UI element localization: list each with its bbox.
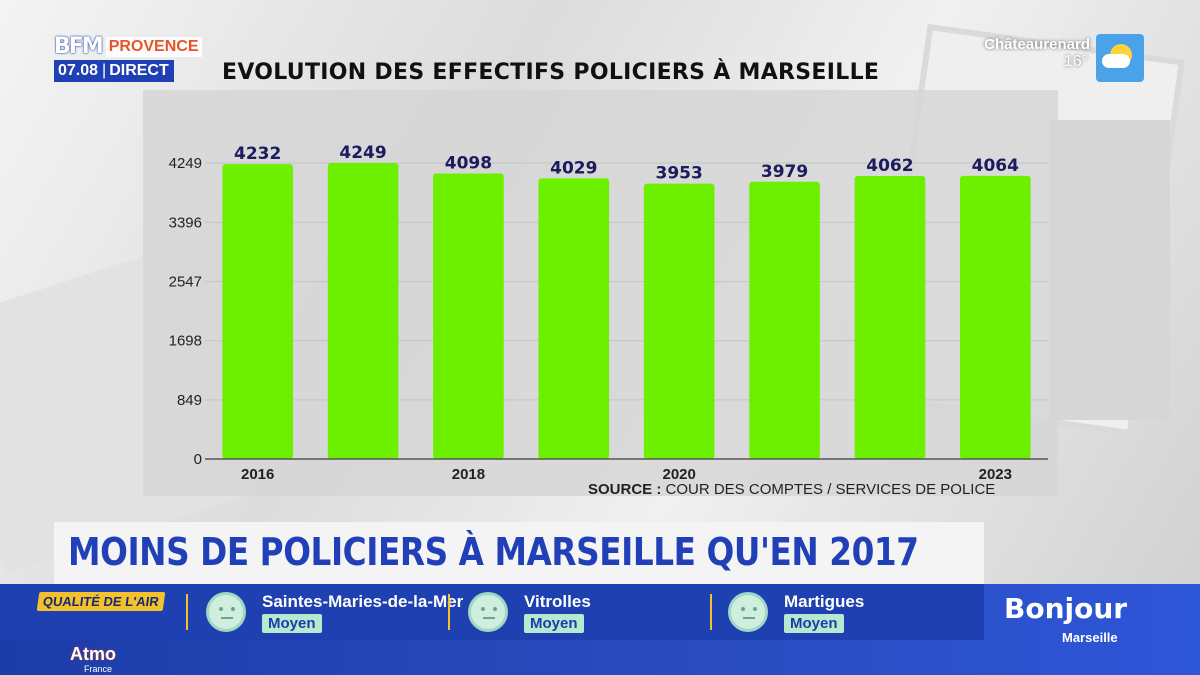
- channel-logo: BFM PROVENCE 07.08 | DIRECT: [54, 36, 202, 82]
- y-tick-label: 4249: [169, 155, 202, 172]
- air-level: Moyen: [262, 614, 322, 633]
- show-subtitle: Marseille: [1062, 630, 1118, 645]
- bar: [539, 178, 610, 459]
- region-name: PROVENCE: [106, 37, 202, 57]
- air-level: Moyen: [524, 614, 584, 633]
- live-label: DIRECT: [106, 60, 174, 82]
- chart-title: EVOLUTION DES EFFECTIFS POLICIERS À MARS…: [222, 60, 879, 85]
- air-quality-badge: QUALITÉ DE L'AIR: [37, 592, 165, 611]
- data-label: 3953: [656, 164, 703, 184]
- y-tick-label: 1698: [169, 333, 202, 350]
- chart-source: SOURCE : COUR DES COMPTES / SERVICES DE …: [588, 481, 995, 498]
- data-label: 3979: [761, 162, 808, 182]
- y-tick-label: 3396: [169, 214, 202, 231]
- headline-text: MOINS DE POLICIERS À MARSEILLE QU'EN 201…: [68, 530, 919, 574]
- bar: [644, 184, 715, 459]
- data-label: 4098: [445, 154, 492, 174]
- weather-temperature: 16°: [960, 53, 1088, 71]
- x-tick-label: 2018: [452, 466, 485, 483]
- bar: [433, 174, 504, 459]
- data-label: 4029: [550, 158, 597, 178]
- data-label: 4249: [339, 143, 386, 163]
- ticker-divider: [448, 594, 450, 630]
- neutral-face-icon: [728, 592, 768, 632]
- air-level: Moyen: [784, 614, 844, 633]
- atmo-logo: Atmo: [70, 644, 116, 665]
- air-city: Martigues: [784, 592, 864, 612]
- weather-city: Châteaurenard: [960, 36, 1090, 53]
- source-text: COUR DES COMPTES / SERVICES DE POLICE: [666, 481, 996, 498]
- air-city: Saintes-Maries-de-la-Mer: [262, 592, 463, 612]
- ticker-divider: [186, 594, 188, 630]
- neutral-face-icon: [206, 592, 246, 632]
- x-tick-label: 2016: [241, 466, 274, 483]
- bar: [328, 163, 399, 459]
- bar: [960, 176, 1031, 459]
- ticker-divider: [710, 594, 712, 630]
- data-label: 4232: [234, 144, 281, 164]
- clock: 07.08: [54, 60, 102, 82]
- bar: [855, 176, 926, 459]
- source-label: SOURCE :: [588, 481, 661, 498]
- brand-name: BFM: [54, 36, 102, 58]
- neutral-face-icon: [468, 592, 508, 632]
- headline-banner: MOINS DE POLICIERS À MARSEILLE QU'EN 201…: [54, 522, 984, 584]
- bar-chart: 0 849 1698 2547 3396 4249 4232 2016 4249 4098 2018…: [143, 90, 1058, 496]
- data-label: 4062: [866, 156, 913, 176]
- show-title: Bonjour: [1004, 592, 1127, 625]
- atmo-subtitle: France: [84, 664, 112, 674]
- weather-widget: Châteaurenard 16°: [960, 36, 1090, 71]
- air-city: Vitrolles: [524, 592, 591, 612]
- bar: [222, 164, 293, 459]
- y-tick-label: 849: [177, 392, 202, 409]
- bar: [749, 182, 820, 459]
- chart-panel: 0 849 1698 2547 3396 4249 4232 2016 4249 4098 2018…: [143, 90, 1058, 496]
- y-tick-label: 2547: [169, 274, 202, 291]
- y-tick-label: 0: [194, 451, 202, 468]
- data-label: 4064: [972, 156, 1019, 176]
- sun-cloud-icon: [1096, 34, 1144, 82]
- background-shape: [1050, 120, 1170, 420]
